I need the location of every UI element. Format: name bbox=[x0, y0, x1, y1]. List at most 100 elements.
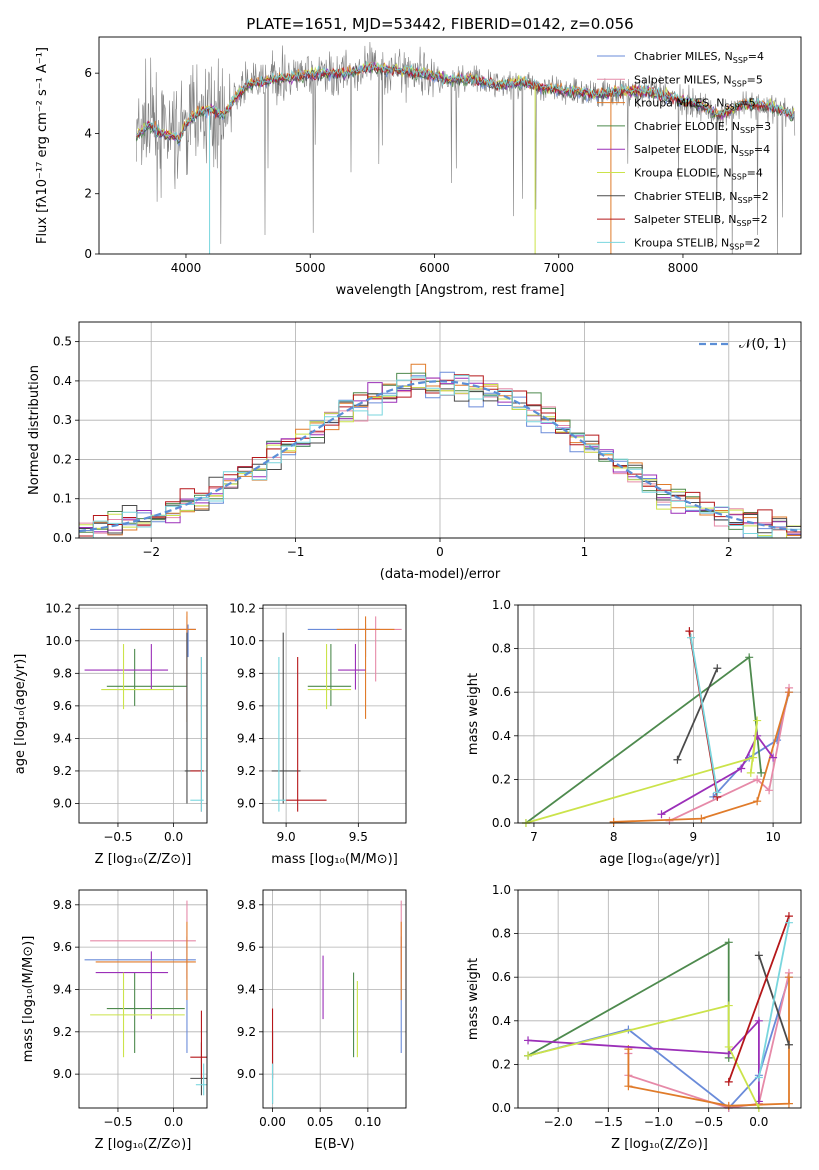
weight_vs_age-marker-salpeter_miles bbox=[753, 775, 762, 784]
residuals-ytick-label: 0.0 bbox=[53, 531, 72, 545]
weight_vs_age-ytick-label: 0.0 bbox=[492, 816, 511, 830]
residuals-xtick-label: 2 bbox=[725, 545, 733, 559]
weight_vs_age-frame bbox=[517, 604, 802, 824]
weight_vs_age-marker-salpeter_elodie bbox=[737, 764, 746, 773]
weight_vs_age-marker-kroupa_miles bbox=[697, 814, 706, 823]
weight_vs_age-line-salpeter_elodie bbox=[661, 734, 774, 816]
residuals-ytick-label: 0.5 bbox=[53, 335, 72, 349]
weight_vs_age-marker-kroupa_stelib bbox=[686, 633, 695, 642]
age_vs_Z-ytick-label: 9.8 bbox=[53, 666, 72, 680]
weight_vs_age-marker-chabrier_elodie bbox=[745, 653, 754, 662]
weight_vs_age-axes: 7 8 9 10 0.0 0.2 0.4 0.6 0.8 1.0 age [log₁₀(age/yr… bbox=[466, 598, 801, 867]
age_vs_Z-ytick-label: 10.2 bbox=[45, 601, 72, 615]
weight_vs_Z-line-kroupa_stelib bbox=[758, 922, 790, 1078]
spectrum-ylabel: Flux [fλ10⁻¹⁷ erg cm⁻² s⁻¹ A⁻¹] bbox=[35, 47, 50, 244]
age_vs_mass-ytick-label: 9.6 bbox=[237, 699, 256, 713]
residual-histogram-kroupa_stelib bbox=[79, 375, 801, 538]
mass_vs_ebv-xlabel: E(B-V) bbox=[314, 1137, 354, 1152]
weight_vs_Z-xlabel: Z [log₁₀(Z/Z⊙)] bbox=[611, 1137, 708, 1152]
weight_vs_age-marker-kroupa_elodie bbox=[746, 768, 755, 777]
mass_vs_Z-ytick-label: 9.0 bbox=[53, 1067, 72, 1081]
weight_vs_Z-xtick-label: −1.0 bbox=[644, 1115, 673, 1129]
weight_vs_age-ytick-label: 0.6 bbox=[492, 685, 511, 699]
weight_vs_Z-frame bbox=[517, 889, 802, 1109]
spectrum-legend: Chabrier MILES, NSSP=4 Salpeter MILES, NS… bbox=[597, 50, 771, 251]
weight_vs_Z-marker-kroupa_miles bbox=[624, 1082, 633, 1091]
mass_vs_Z-frame bbox=[78, 889, 208, 1109]
weight_vs_Z-marker-kroupa_elodie bbox=[724, 1042, 733, 1051]
weight_vs_age-marker-chabrier_elodie bbox=[757, 768, 766, 777]
age_vs_Z-xlabel: Z [log₁₀(Z/Z⊙)] bbox=[95, 852, 192, 867]
age_vs_mass-xtick-label: 9.0 bbox=[277, 830, 296, 844]
spectrum-ytick-label: 0 bbox=[84, 247, 92, 261]
mass_vs_Z-ytick-label: 9.4 bbox=[53, 982, 72, 996]
weight_vs_age-marker-kroupa_miles bbox=[609, 817, 618, 826]
weight_vs_age-marker-chabrier_stelib bbox=[673, 755, 682, 764]
weight_vs_age-marker-kroupa_miles bbox=[753, 797, 762, 806]
mass_vs_ebv-frame bbox=[262, 889, 407, 1109]
residual-histogram-salpeter_stelib bbox=[79, 374, 801, 538]
age_vs_Z-xtick-label: 0.0 bbox=[164, 830, 183, 844]
weight_vs_Z-ytick-label: 0.6 bbox=[492, 970, 511, 984]
weight_vs_age-ytick-label: 0.8 bbox=[492, 642, 511, 656]
age_vs_mass-frame bbox=[262, 604, 407, 824]
mass_vs_ebv-ytick-label: 9.6 bbox=[237, 940, 256, 954]
legend-label-chabrier_miles: Chabrier MILES, NSSP=4 bbox=[634, 50, 764, 65]
weight_vs_age-marker-salpeter_miles bbox=[765, 786, 774, 795]
weight_vs_Z-ytick-label: 0.4 bbox=[492, 1014, 511, 1028]
legend-label-kroupa_miles: Kroupa MILES, NSSP=5 bbox=[634, 97, 756, 112]
weight_vs_Z-marker-kroupa_miles bbox=[784, 1099, 793, 1108]
spectrum-axes: 4000 5000 6000 7000 8000 0 2 4 6 wavelength [Angs… bbox=[35, 47, 698, 298]
residuals-xtick-label: −1 bbox=[287, 545, 305, 559]
weight_vs_age-xtick-label: 10 bbox=[765, 830, 780, 844]
spectrum-frame bbox=[98, 36, 802, 255]
weight_vs_Z-marker-chabrier_stelib bbox=[754, 951, 763, 960]
age_vs_Z-ytick-label: 9.0 bbox=[53, 796, 72, 810]
weight_vs_age-ytick-label: 0.4 bbox=[492, 729, 511, 743]
weight_vs_Z-xtick-label: −0.5 bbox=[694, 1115, 723, 1129]
spectrum-xtick-label: 8000 bbox=[668, 261, 699, 275]
mass_vs_ebv-axes: 0.00 0.05 0.10 9.0 9.2 9.4 9.6 9.8 E(B-V) bbox=[237, 890, 406, 1152]
age_vs_mass-xtick-label: 9.5 bbox=[349, 830, 368, 844]
weight_vs_age-marker-kroupa_stelib bbox=[713, 788, 722, 797]
residuals-ytick-label: 0.3 bbox=[53, 413, 72, 427]
mass_vs_Z-ytick-label: 9.8 bbox=[53, 898, 72, 912]
weight_vs_age-xtick-label: 7 bbox=[530, 830, 538, 844]
weight_vs_Z-marker-kroupa_elodie bbox=[524, 1051, 533, 1060]
spectrum-xlabel: wavelength [Angstrom, rest frame] bbox=[336, 283, 565, 298]
age_vs_Z-axes: −0.5 0.0 9.0 9.2 9.4 9.6 9.8 10.0 10.2 Z [log₁₀(Z… bbox=[13, 601, 207, 867]
mass_vs_ebv-ytick-label: 9.8 bbox=[237, 898, 256, 912]
weight_vs_Z-ytick-label: 0.2 bbox=[492, 1057, 511, 1071]
spectrum-ytick-label: 4 bbox=[84, 126, 92, 140]
mass_vs_ebv-ytick-label: 9.4 bbox=[237, 982, 256, 996]
mass_vs_ebv-xtick-label: 0.05 bbox=[307, 1115, 334, 1129]
mass_vs_Z-xlabel: Z [log₁₀(Z/Z⊙)] bbox=[95, 1137, 192, 1152]
legend-label-chabrier_stelib: Chabrier STELIB, NSSP=2 bbox=[634, 190, 769, 205]
weight_vs_Z-marker-kroupa_miles bbox=[784, 973, 793, 982]
weight_vs_Z-marker-kroupa_stelib bbox=[784, 918, 793, 927]
weight_vs_age-marker-kroupa_miles bbox=[785, 688, 794, 697]
weight_vs_age-line-kroupa_stelib bbox=[690, 637, 719, 793]
legend-label-kroupa_elodie: Kroupa ELODIE, NSSP=4 bbox=[634, 167, 763, 182]
weight_vs_age-line-chabrier_elodie bbox=[525, 655, 762, 823]
age_vs_Z-ytick-label: 10.0 bbox=[45, 634, 72, 648]
weight_vs_Z-xtick-label: −2.0 bbox=[544, 1115, 573, 1129]
residuals-xtick-label: 0 bbox=[436, 545, 444, 559]
spectrum-xtick-label: 5000 bbox=[295, 261, 326, 275]
residuals-xtick-label: 1 bbox=[581, 545, 589, 559]
age_vs_mass-ytick-label: 9.2 bbox=[237, 764, 256, 778]
weight_vs_age-ylabel: mass weight bbox=[466, 673, 481, 755]
spectrum-ytick-label: 6 bbox=[84, 66, 92, 80]
weight_vs_Z-axes: −2.0 −1.5 −1.0 −0.5 0.0 0.0 0.2 0.4 0.6 0.8 1.0 Z [… bbox=[466, 883, 801, 1152]
mass_vs_Z-ytick-label: 9.6 bbox=[53, 940, 72, 954]
weight_vs_age-marker-kroupa_elodie bbox=[753, 716, 762, 725]
residuals-xtick-label: −2 bbox=[142, 545, 160, 559]
weight_vs_Z-line-salpeter_elodie bbox=[527, 1018, 760, 1102]
weight_vs_Z-line-salpeter_stelib bbox=[727, 915, 790, 1083]
normal-curve-line bbox=[79, 380, 801, 533]
residuals-ylabel: Normed distribution bbox=[27, 365, 42, 495]
weight_vs_Z-marker-kroupa_miles bbox=[724, 1101, 733, 1110]
weight_vs_age-line-kroupa_miles bbox=[613, 691, 790, 823]
weight_vs_Z-marker-chabrier_stelib bbox=[784, 1040, 793, 1049]
